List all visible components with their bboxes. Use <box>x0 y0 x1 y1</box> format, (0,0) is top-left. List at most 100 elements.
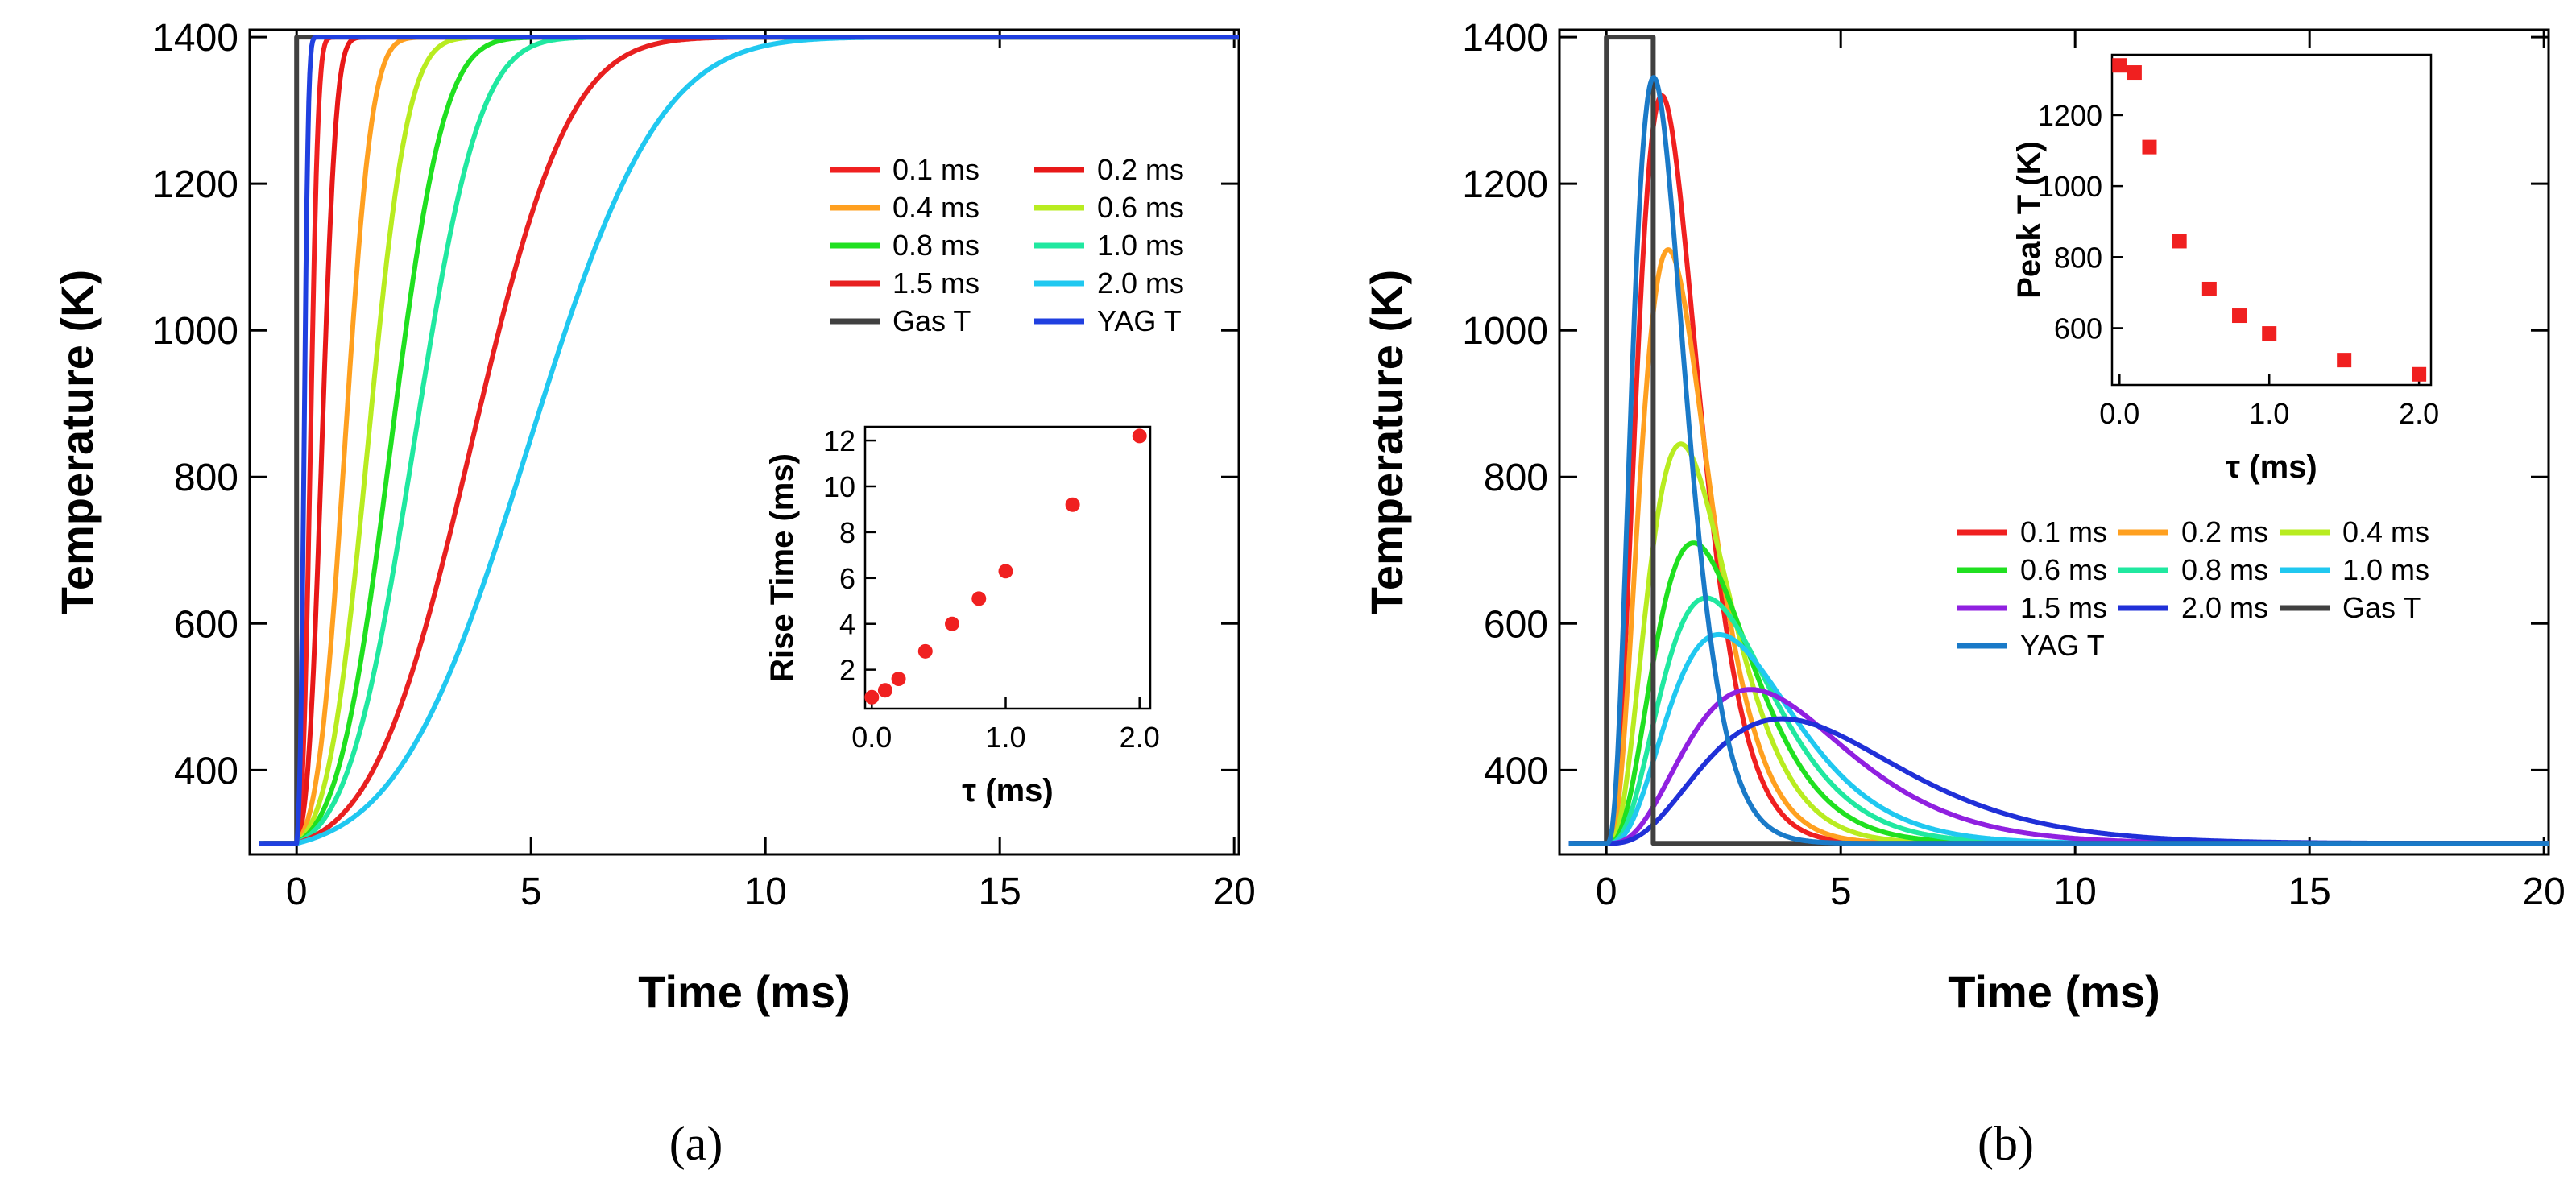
y-tick-label: 400 <box>174 750 238 792</box>
inset-point <box>971 591 987 606</box>
x-tick-label: 5 <box>1830 871 1852 913</box>
inset-chart: 0.0 1.0 2.0 2 4 6 8 10 12 τ (ms) Rise Time (ms) <box>764 424 1160 808</box>
curves <box>257 35 1239 846</box>
series-line-0-2-ms <box>257 35 1239 846</box>
legend-entry: 0.2 ms <box>2181 515 2268 548</box>
inset-point <box>877 683 892 698</box>
series-line-0-1-ms <box>257 35 1239 846</box>
inset-y-tick-label: 1000 <box>2038 170 2102 203</box>
legend-entry: 1.5 ms <box>2020 591 2107 624</box>
legend: 0.1 ms 0.2 ms 0.4 ms 0.6 ms 0.8 ms 1.0 ms 1.5 … <box>830 153 1184 337</box>
legend-entry: 0.4 ms <box>892 191 979 224</box>
y-tick-label: 600 <box>174 603 238 646</box>
series-line-0-6-ms <box>1567 540 2549 846</box>
x-tick-label: 0 <box>286 871 308 913</box>
inset-x-tick-label: 1.0 <box>985 721 1025 754</box>
y-tick-label: 1200 <box>1462 163 1548 206</box>
curves <box>1567 35 2549 846</box>
legend-entry: 0.8 ms <box>2181 553 2268 586</box>
inset-point <box>2232 308 2247 324</box>
panel-caption: (b) <box>1978 1117 2034 1170</box>
legend-entry: 0.6 ms <box>1097 191 1184 224</box>
inset-y-tick-label: 6 <box>839 562 855 595</box>
inset-point <box>891 672 906 687</box>
inset-frame <box>2110 53 2433 387</box>
x-axis-label: Time (ms) <box>638 966 850 1017</box>
panel-caption: (a) <box>669 1117 723 1170</box>
plot-frame <box>248 28 1240 856</box>
inset-point <box>2412 366 2427 382</box>
x-tick-label: 10 <box>743 871 786 913</box>
inset-y-tick-label: 2 <box>839 654 855 687</box>
series-line-gas-t <box>263 35 1239 846</box>
legend: 0.1 ms 0.2 ms 0.4 ms 0.6 ms 0.8 ms 1.0 ms 1.5 … <box>1957 515 2429 662</box>
inset-point <box>2262 326 2277 341</box>
inset-y-label: Peak T (K) <box>2011 141 2047 299</box>
x-tick-label: 15 <box>2288 871 2330 913</box>
inset-point <box>1065 497 1080 512</box>
x-tick-label: 5 <box>520 871 542 913</box>
inset-x-tick-label: 0.0 <box>851 721 892 754</box>
legend-entry: 0.6 ms <box>2020 553 2107 586</box>
legend-entry: 0.1 ms <box>2020 515 2107 548</box>
series-line-2-0-ms <box>1567 716 2549 846</box>
inset-point <box>864 689 880 705</box>
legend-entry: YAG T <box>2020 629 2105 662</box>
y-tick-label: 1000 <box>152 310 238 353</box>
inset-x-tick-label: 1.0 <box>2249 397 2289 430</box>
inset-chart: 0.0 1.0 2.0 600 800 1000 1200 τ (ms) Peak T (K) <box>2011 53 2439 485</box>
inset-x-label: τ (ms) <box>2226 449 2317 485</box>
y-tick-label: 800 <box>174 457 238 499</box>
legend-entry: YAG T <box>1097 304 1182 337</box>
series-line-yag-t <box>257 35 1239 846</box>
legend-entry: 0.8 ms <box>892 229 979 262</box>
x-tick-label: 10 <box>2053 871 2096 913</box>
series-line-0-8-ms <box>257 35 1239 846</box>
inset-y-tick-label: 10 <box>823 470 855 503</box>
x-axis-label: Time (ms) <box>1948 966 2160 1017</box>
y-tick-label: 800 <box>1484 457 1548 499</box>
legend-entry: 2.0 ms <box>2181 591 2268 624</box>
panel-a: 0 5 10 15 20 400 600 800 1000 1200 1400 Time (ms) Te… <box>52 17 1256 1170</box>
series-line-0-6-ms <box>257 35 1239 846</box>
y-axis-label: Temperature (K) <box>52 270 102 614</box>
inset-point <box>917 643 933 659</box>
inset-point <box>2127 65 2142 81</box>
inset-point <box>2172 234 2187 249</box>
series-line-2-0-ms <box>257 35 1239 846</box>
inset-x-tick-label: 2.0 <box>2399 397 2439 430</box>
y-tick-label: 1000 <box>1462 310 1548 353</box>
legend-entry: Gas T <box>892 304 971 337</box>
inset-frame <box>863 425 1152 710</box>
inset-point <box>2112 58 2127 73</box>
legend-entry: 1.0 ms <box>1097 229 1184 262</box>
series-line-0-4-ms <box>257 35 1239 846</box>
legend-entry: 0.1 ms <box>892 153 979 186</box>
series-line-1-5-ms <box>257 35 1239 846</box>
series-line-1-5-ms <box>1567 687 2549 846</box>
x-tick-label: 20 <box>1212 871 1255 913</box>
legend-entry: 0.4 ms <box>2342 515 2429 548</box>
series-line-gas-t <box>1573 35 2549 846</box>
x-tick-label: 0 <box>1596 871 1617 913</box>
y-axis-label: Temperature (K) <box>1361 270 1412 614</box>
inset-x-tick-label: 2.0 <box>1120 721 1160 754</box>
inset-y-tick-label: 1200 <box>2038 99 2102 132</box>
y-tick-label: 600 <box>1484 603 1548 646</box>
x-tick-label: 15 <box>978 871 1021 913</box>
y-tick-label: 1400 <box>152 17 238 60</box>
inset-y-label: Rise Time (ms) <box>764 453 800 682</box>
inset-point <box>945 616 960 631</box>
inset-point <box>998 564 1013 579</box>
inset-point <box>2201 281 2217 296</box>
legend-entry: 1.5 ms <box>892 267 979 300</box>
inset-y-tick-label: 12 <box>823 424 855 457</box>
legend-entry: 0.2 ms <box>1097 153 1184 186</box>
y-tick-label: 1400 <box>1462 17 1548 60</box>
legend-entry: 2.0 ms <box>1097 267 1184 300</box>
series-line-1-0-ms <box>257 35 1239 846</box>
y-tick-label: 400 <box>1484 750 1548 792</box>
x-tick-label: 20 <box>2522 871 2565 913</box>
y-tick-label: 1200 <box>152 163 238 206</box>
